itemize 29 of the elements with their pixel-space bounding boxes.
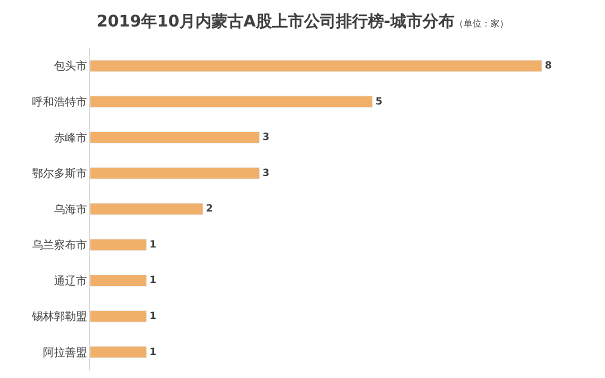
bar (90, 238, 147, 251)
data-label: 2 (206, 204, 213, 215)
y-tick-label: 呼和浩特市 (32, 96, 87, 109)
data-label: 1 (149, 239, 156, 250)
y-tick-label: 赤峰市 (54, 131, 87, 144)
bar (90, 203, 204, 215)
bar (90, 60, 542, 72)
data-label: 1 (149, 346, 156, 358)
bar (90, 96, 373, 108)
y-tick-label: 乌兰察布市 (32, 238, 87, 252)
data-label: 1 (149, 275, 156, 286)
bar (90, 274, 147, 287)
chart-title: 2019年10月内蒙古A股上市公司排行榜-城市分布 (96, 11, 454, 30)
y-tick-label: 锡林郭勒盟 (30, 310, 87, 324)
data-label: 1 (149, 311, 156, 322)
y-tick-label: 鄂尔多斯市 (32, 167, 87, 180)
y-tick-label: 乌海市 (54, 202, 87, 216)
bar (90, 310, 147, 322)
data-label: 3 (262, 168, 270, 179)
bar (90, 131, 260, 144)
y-tick-label: 包头市 (54, 60, 87, 73)
y-tick-label: 阿拉善盟 (42, 346, 87, 359)
bar (90, 346, 147, 358)
data-label: 3 (262, 132, 270, 144)
chart-subtitle: （单位：家） (454, 18, 508, 30)
y-tick-label: 通辽市 (54, 274, 87, 288)
bar (90, 167, 260, 180)
data-label: 8 (544, 60, 552, 72)
data-label: 5 (375, 96, 382, 108)
